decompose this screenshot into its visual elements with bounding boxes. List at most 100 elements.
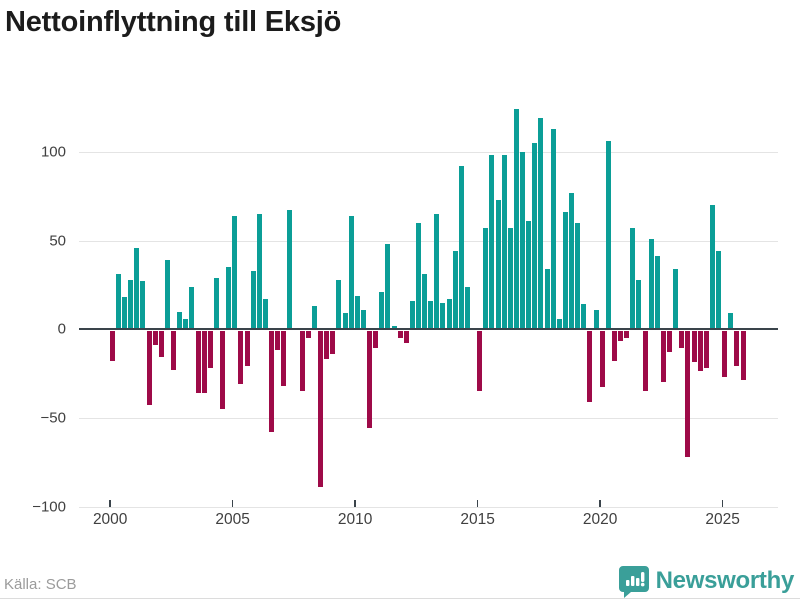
bar-2010Q4 [373,330,379,349]
bar-2007Q4 [299,330,305,391]
x-tick-2025 [721,500,724,507]
bar-2003Q1 [183,318,189,330]
bar-2016Q2 [507,228,513,330]
bar-2017Q1 [526,220,532,330]
brand-wordmark: Newsworthy [655,567,795,594]
bar-2019Q4 [593,309,599,330]
bar-2020Q1 [599,330,605,388]
x-tick-2005 [231,500,234,507]
y-axis-label-100: 100 [40,143,66,161]
bar-2025Q4 [740,330,746,381]
bar-2006Q1 [256,213,262,330]
bar-2004Q4 [226,267,232,330]
bar-2016Q1 [501,155,507,330]
y-axis-label-50: 50 [49,232,66,249]
bar-2000Q2 [115,274,121,330]
bar-2017Q2 [532,142,538,330]
bar-2002Q3 [171,330,177,370]
bar-2002Q4 [177,311,183,330]
bar-2007Q1 [281,330,287,386]
x-tick-2020 [599,500,601,507]
bar-2021Q4 [642,330,648,391]
bar-2000Q1 [109,330,115,361]
bar-2025Q1 [722,330,728,377]
bar-2021Q3 [636,279,642,330]
x-axis-label-2025: 2025 [705,511,740,528]
bar-2019Q1 [575,222,581,330]
bar-2014Q3 [464,286,470,330]
bar-2011Q4 [397,330,403,338]
x-axis-label-2015: 2015 [460,511,495,528]
bar-2001Q2 [140,281,146,330]
bar-2004Q3 [220,330,226,409]
gridline-50 [79,240,778,242]
bar-2008Q3 [318,330,324,487]
bar-2012Q3 [416,222,421,330]
bar-2024Q1 [697,330,703,372]
bar-2014Q2 [458,165,464,330]
chart-title: Nettoinflyttning till Eksjö [5,6,342,38]
bar-2015Q3 [489,155,495,330]
bar-2019Q3 [587,330,593,402]
bar-2007Q2 [287,210,293,330]
bar-2018Q2 [556,318,562,330]
bar-2023Q3 [685,330,691,457]
gridline--50 [79,418,778,420]
bottom-divider [0,598,800,599]
bar-2020Q3 [611,330,617,361]
bar-2013Q1 [428,300,434,330]
bar-2015Q2 [483,228,489,330]
bar-2009Q1 [330,330,336,354]
x-tick-2015 [476,500,479,507]
bar-2008Q4 [324,330,330,359]
bar-2006Q2 [262,299,268,330]
bar-2023Q2 [679,330,685,349]
y-axis-label-0: 0 [57,320,66,338]
bar-2017Q3 [538,117,544,330]
bar-2012Q4 [422,274,428,330]
x-tick-2000 [109,500,111,507]
bar-2020Q4 [618,330,624,342]
bar-2024Q3 [709,204,715,330]
bar-2010Q1 [354,295,360,330]
bar-2025Q3 [734,330,740,367]
bar-2009Q3 [342,313,348,330]
bar-2008Q2 [311,306,317,330]
bar-2000Q3 [122,297,128,330]
bar-2022Q2 [654,256,660,330]
gridline-100 [79,151,778,153]
x-tick-2010 [354,500,356,507]
bar-2011Q3 [391,325,397,330]
bar-2024Q2 [703,330,709,368]
bar-2009Q2 [336,279,342,330]
bar-2020Q2 [605,141,611,330]
bar-2013Q4 [446,299,452,330]
bar-2009Q4 [348,215,354,330]
bar-2022Q4 [667,330,673,352]
newsworthy-logo[interactable]: Newsworthy [618,565,795,598]
bar-2003Q3 [195,330,201,393]
bar-2015Q4 [495,199,501,330]
bar-2016Q3 [513,109,519,330]
bar-2019Q2 [581,304,587,330]
bar-2018Q3 [562,212,568,330]
bar-2014Q1 [452,251,458,330]
bar-2016Q4 [520,151,526,330]
bar-2008Q1 [305,330,311,338]
gridline--100 [79,506,778,508]
bar-2000Q4 [128,279,134,330]
bar-2021Q2 [630,228,636,330]
bar-2005Q4 [250,270,256,330]
bar-2003Q4 [201,330,207,393]
bar-2004Q2 [213,277,219,330]
bar-2012Q2 [409,300,415,330]
bar-2012Q1 [403,330,409,343]
bar-2023Q4 [691,330,697,363]
bar-2015Q1 [477,330,483,391]
x-axis-label-2005: 2005 [215,511,250,528]
newsworthy-icon [618,565,649,598]
bar-2013Q2 [434,213,440,330]
bar-2018Q4 [569,192,575,330]
source-label: Källa: SCB [4,576,77,593]
